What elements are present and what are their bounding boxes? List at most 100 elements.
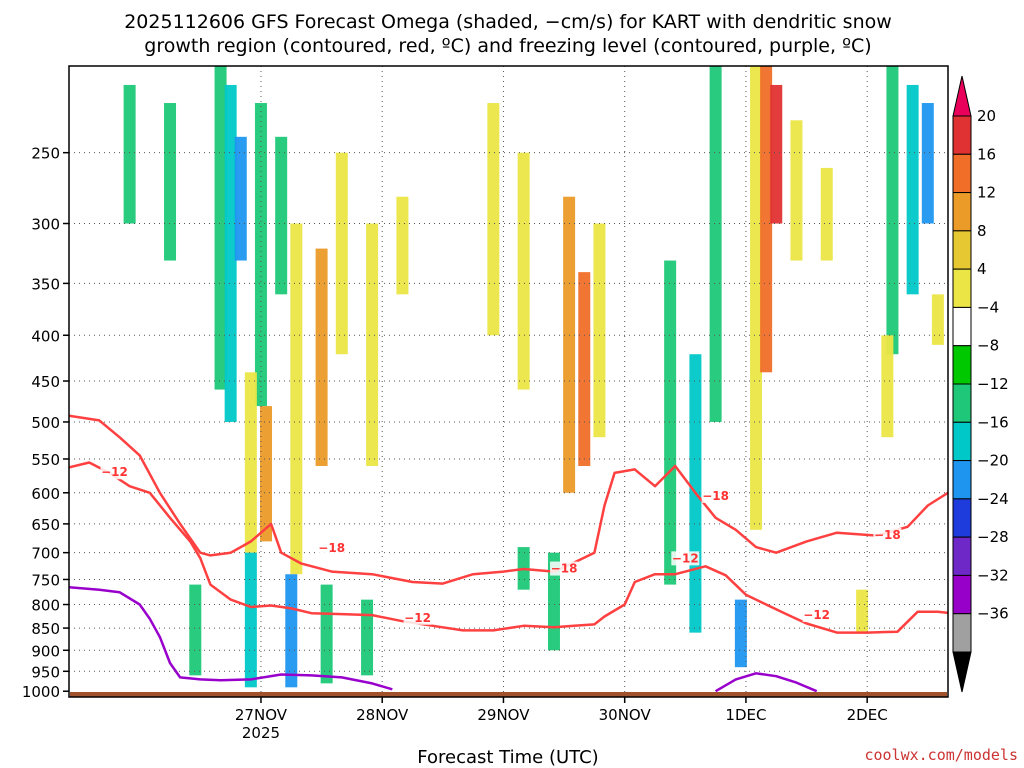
temperature-contours: −12 −18 −12 −18 −12 −18 −12 −18 <box>69 414 948 693</box>
omega-cell <box>578 272 591 466</box>
y-tick-label: 800 <box>31 597 60 615</box>
x-tick-label: 1DEC <box>725 706 766 724</box>
credit-text: coolwx.com/models <box>864 746 1018 764</box>
colorbar-label: 16 <box>977 145 996 163</box>
contour-label-bg <box>873 527 902 542</box>
omega-cell <box>921 103 934 224</box>
dendritic-contour-line <box>69 461 948 634</box>
omega-cell <box>881 335 894 438</box>
y-tick-label: 1000 <box>22 683 60 701</box>
omega-cell <box>335 152 348 355</box>
contour-label: −12 <box>101 465 128 479</box>
omega-cell <box>593 223 606 438</box>
omega-cell <box>856 589 869 633</box>
y-axis: 250 300 350 400 450 500 550 600 650 700 750 800 850 9… <box>22 145 69 701</box>
colorbar-swatch <box>952 306 972 347</box>
omega-cell <box>886 66 899 355</box>
colorbar-swatch <box>952 268 972 308</box>
omega-cell <box>664 260 677 585</box>
omega-cell <box>320 584 333 684</box>
omega-cell <box>709 66 722 422</box>
omega-cell <box>315 248 328 466</box>
contour-label-bg <box>701 488 730 503</box>
chart-title-line2: growth region (contoured, red, ºC) and f… <box>144 35 871 57</box>
colorbar-label: 20 <box>977 107 996 125</box>
y-tick-label: 650 <box>31 516 60 534</box>
omega-cell <box>770 84 783 224</box>
omega-cell <box>260 406 273 542</box>
colorbar-label: −8 <box>977 337 999 355</box>
x-tick-sublabel: 2025 <box>242 724 280 742</box>
omega-cell <box>931 294 944 345</box>
contour-label: −18 <box>551 562 578 576</box>
omega-cell <box>290 223 303 575</box>
contour-label: −18 <box>874 528 901 542</box>
colorbar-swatch <box>952 613 972 653</box>
colorbar-label: −32 <box>977 566 1009 584</box>
omega-cell <box>790 120 803 261</box>
omega-cell <box>487 103 500 336</box>
contour-label-bg <box>100 465 129 480</box>
colorbar: 20 16 12 8 4 −4 −8 −12 −16 −20 −24 −28 −32 −36 <box>952 75 1009 693</box>
omega-cell <box>224 84 237 422</box>
colorbar-label: 4 <box>977 260 987 278</box>
colorbar-label: −36 <box>977 605 1009 623</box>
y-tick-label: 300 <box>31 216 60 234</box>
y-tick-label: 900 <box>31 642 60 660</box>
omega-cell <box>244 552 257 688</box>
y-tick-label: 350 <box>31 275 60 293</box>
y-tick-label: 500 <box>31 414 60 432</box>
omega-cell <box>517 152 530 390</box>
y-tick-label: 400 <box>31 327 60 345</box>
colorbar-swatch <box>952 498 972 538</box>
y-tick-label: 750 <box>31 571 60 589</box>
ground <box>70 691 947 697</box>
omega-cell <box>396 196 409 295</box>
ground-fill <box>70 691 947 697</box>
y-tick-label: 450 <box>31 373 60 391</box>
colorbar-label: −28 <box>977 528 1009 546</box>
y-tick-label: 250 <box>31 145 60 163</box>
contour-label-bg <box>403 610 432 625</box>
omega-cell <box>906 84 919 295</box>
omega-cell <box>254 103 267 407</box>
contour-label-bg <box>802 607 831 622</box>
omega-cell <box>820 167 833 261</box>
colorbar-swatch <box>952 153 972 194</box>
contour-label-bg <box>671 551 700 566</box>
x-tick-label: 29NOV <box>477 706 530 724</box>
x-tick-label: 30NOV <box>599 706 652 724</box>
freezing-level-line <box>714 672 818 693</box>
colorbar-swatch <box>952 536 972 576</box>
colorbar-label: −4 <box>977 298 999 316</box>
y-tick-label: 700 <box>31 545 60 563</box>
contour-label-bg <box>317 540 346 555</box>
omega-cell <box>234 136 247 261</box>
omega-cell <box>164 103 177 261</box>
colorbar-label: 12 <box>977 184 996 202</box>
colorbar-label: −24 <box>977 490 1009 508</box>
omega-cell <box>361 599 374 676</box>
colorbar-swatch <box>952 574 972 615</box>
x-axis-label: Forecast Time (UTC) <box>417 747 598 768</box>
contour-label-bg <box>550 561 579 576</box>
contour-label: −12 <box>672 551 699 565</box>
omega-cell <box>563 196 576 493</box>
y-tick-label: 600 <box>31 485 60 503</box>
colorbar-swatch <box>952 383 972 423</box>
omega-cell <box>214 66 227 390</box>
omega-cell <box>750 66 763 530</box>
colorbar-label: −12 <box>977 375 1009 393</box>
colorbar-label: −16 <box>977 413 1009 431</box>
colorbar-swatch <box>952 192 972 232</box>
grid <box>69 66 948 697</box>
colorbar-swatch <box>952 460 972 500</box>
omega-cell <box>366 223 379 466</box>
x-tick-label: 27NOV <box>235 706 288 724</box>
colorbar-label: 8 <box>977 222 987 240</box>
contour-label: −18 <box>702 489 729 503</box>
y-tick-label: 550 <box>31 451 60 469</box>
freezing-level-line <box>69 585 393 691</box>
